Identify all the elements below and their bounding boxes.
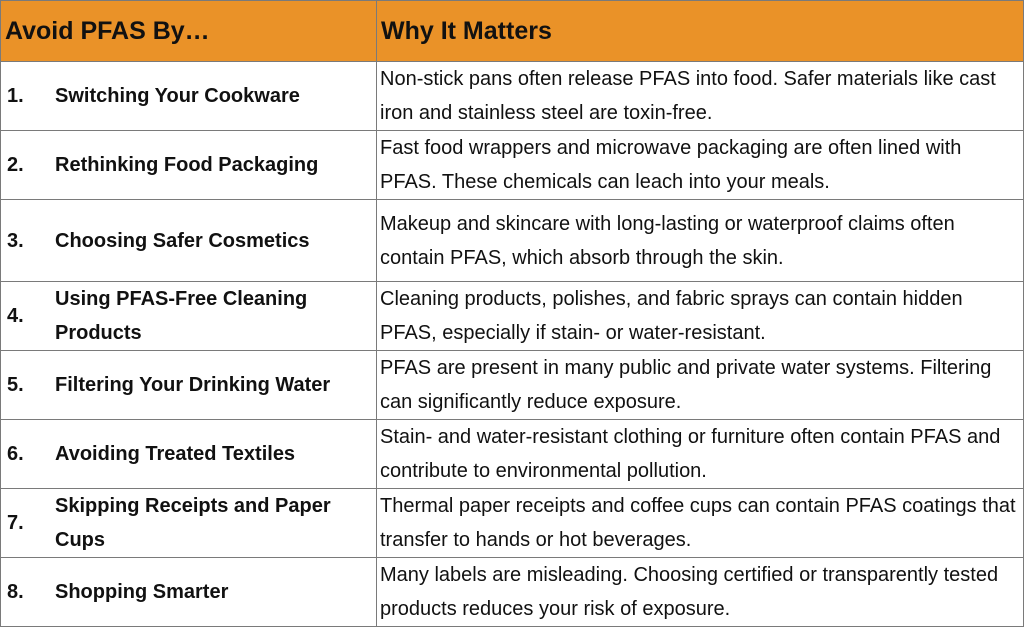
reason-cell: Cleaning products, polishes, and fabric … bbox=[376, 281, 1024, 351]
table-row: 1. Switching Your Cookware Non-stick pan… bbox=[0, 61, 1024, 131]
reason-cell: PFAS are present in many public and priv… bbox=[376, 350, 1024, 420]
table-row: 3. Choosing Safer Cosmetics Makeup and s… bbox=[0, 199, 1024, 282]
table-row: 2. Rethinking Food Packaging Fast food w… bbox=[0, 130, 1024, 200]
header-cell-avoid: Avoid PFAS By… bbox=[0, 0, 377, 62]
reason-text: PFAS are present in many public and priv… bbox=[380, 357, 992, 413]
action-title: Using PFAS-Free Cleaning Products bbox=[55, 288, 308, 344]
reason-text: Non-stick pans often release PFAS into f… bbox=[380, 68, 996, 124]
reason-text: Fast food wrappers and microwave packagi… bbox=[380, 137, 962, 193]
header-cell-why: Why It Matters bbox=[376, 0, 1024, 62]
header-why-label: Why It Matters bbox=[381, 16, 552, 45]
reason-text: Stain- and water-resistant clothing or f… bbox=[380, 426, 1001, 482]
action-title: Switching Your Cookware bbox=[55, 85, 300, 107]
table-row: 7. Skipping Receipts and Paper Cups Ther… bbox=[0, 488, 1024, 558]
action-title: Rethinking Food Packaging bbox=[55, 154, 319, 176]
reason-text: Cleaning products, polishes, and fabric … bbox=[380, 288, 963, 344]
action-cell: 6. Avoiding Treated Textiles bbox=[0, 419, 377, 489]
action-cell: 5. Filtering Your Drinking Water bbox=[0, 350, 377, 420]
reason-cell: Many labels are misleading. Choosing cer… bbox=[376, 557, 1024, 627]
row-number: 3. bbox=[7, 229, 24, 252]
action-cell: 7. Skipping Receipts and Paper Cups bbox=[0, 488, 377, 558]
action-cell: 8. Shopping Smarter bbox=[0, 557, 377, 627]
reason-text: Makeup and skincare with long-lasting or… bbox=[380, 212, 955, 269]
row-number: 4. bbox=[7, 305, 24, 327]
table-row: 6. Avoiding Treated Textiles Stain- and … bbox=[0, 419, 1024, 489]
reason-cell: Stain- and water-resistant clothing or f… bbox=[376, 419, 1024, 489]
table-header-row: Avoid PFAS By… Why It Matters bbox=[0, 0, 1024, 62]
row-number: 8. bbox=[7, 581, 24, 603]
action-title: Shopping Smarter bbox=[55, 581, 229, 603]
action-cell: 1. Switching Your Cookware bbox=[0, 61, 377, 131]
reason-cell: Fast food wrappers and microwave packagi… bbox=[376, 130, 1024, 200]
table-row: 8. Shopping Smarter Many labels are misl… bbox=[0, 557, 1024, 627]
table-row: 5. Filtering Your Drinking Water PFAS ar… bbox=[0, 350, 1024, 420]
action-cell: 3. Choosing Safer Cosmetics bbox=[0, 199, 377, 282]
header-avoid-label: Avoid PFAS By… bbox=[5, 16, 210, 45]
reason-cell: Thermal paper receipts and coffee cups c… bbox=[376, 488, 1024, 558]
row-number: 6. bbox=[7, 443, 24, 465]
row-number: 1. bbox=[7, 85, 24, 107]
reason-text: Many labels are misleading. Choosing cer… bbox=[380, 564, 999, 620]
action-cell: 2. Rethinking Food Packaging bbox=[0, 130, 377, 200]
table-row: 4. Using PFAS-Free Cleaning Products Cle… bbox=[0, 281, 1024, 351]
action-title: Choosing Safer Cosmetics bbox=[55, 229, 310, 252]
reason-text: Thermal paper receipts and coffee cups c… bbox=[380, 495, 1016, 551]
action-title: Filtering Your Drinking Water bbox=[55, 374, 331, 396]
row-number: 2. bbox=[7, 154, 24, 176]
reason-cell: Non-stick pans often release PFAS into f… bbox=[376, 61, 1024, 131]
reason-cell: Makeup and skincare with long-lasting or… bbox=[376, 199, 1024, 282]
action-cell: 4. Using PFAS-Free Cleaning Products bbox=[0, 281, 377, 351]
row-number: 7. bbox=[7, 512, 24, 534]
action-title: Avoiding Treated Textiles bbox=[55, 443, 296, 465]
action-title: Skipping Receipts and Paper Cups bbox=[55, 495, 331, 551]
row-number: 5. bbox=[7, 374, 24, 396]
